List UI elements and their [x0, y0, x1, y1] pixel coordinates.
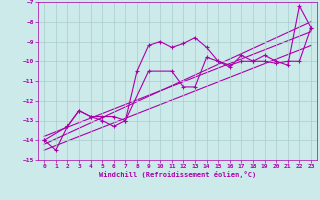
X-axis label: Windchill (Refroidissement éolien,°C): Windchill (Refroidissement éolien,°C) [99, 171, 256, 178]
